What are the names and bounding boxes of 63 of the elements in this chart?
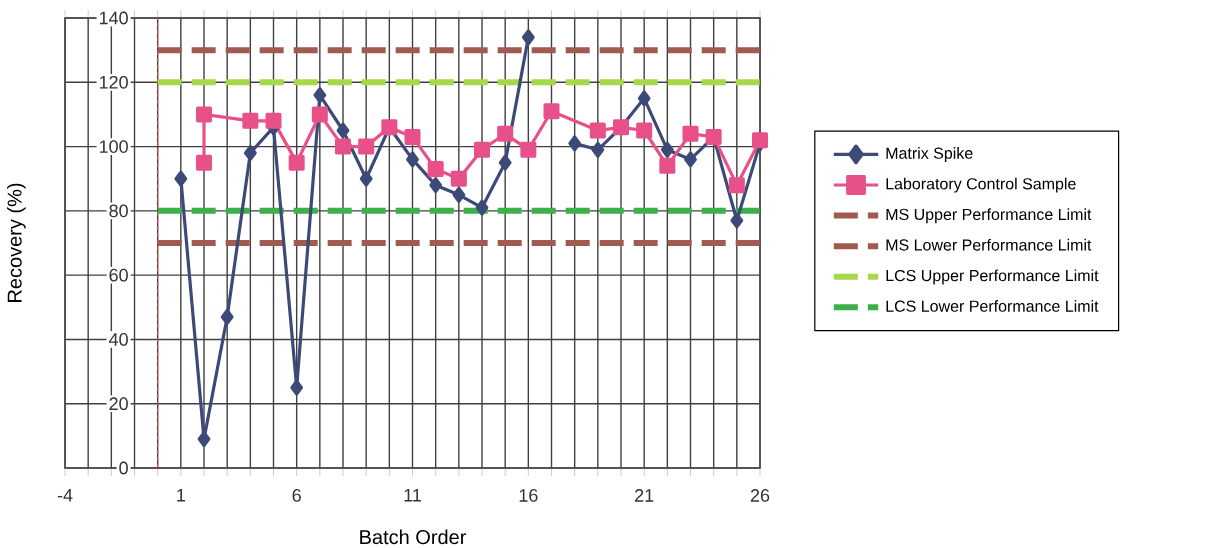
point [498, 154, 512, 171]
y-tick-label: 100 [99, 140, 128, 153]
point [290, 379, 304, 396]
y-tick-label: 40 [108, 333, 128, 346]
point [520, 141, 537, 158]
point [311, 106, 328, 123]
point [730, 212, 744, 229]
x-tick-label: -4 [57, 489, 73, 502]
x-tick-label: 16 [519, 489, 538, 502]
x-tick-label: 21 [635, 489, 654, 502]
x-axis-title: Batch Order [360, 529, 467, 545]
point [659, 157, 676, 174]
y-tick-label: 120 [99, 75, 128, 89]
point [589, 122, 606, 139]
point [682, 125, 699, 142]
point [358, 138, 375, 155]
point [636, 122, 653, 139]
legend-label: Matrix Spike [886, 147, 973, 163]
point [728, 177, 745, 194]
point [243, 145, 257, 162]
point [475, 199, 489, 216]
point [568, 135, 582, 152]
x-tick-label: 11 [404, 489, 421, 502]
point [543, 103, 560, 120]
point [427, 161, 444, 178]
point [335, 138, 352, 155]
point [404, 128, 421, 145]
y-tick-label: 80 [109, 204, 128, 218]
point [220, 308, 234, 325]
y-tick-label: 20 [109, 397, 128, 411]
legend-label: LCS Lower Performance Limit [886, 300, 1099, 312]
x-tick-label: 6 [292, 489, 301, 502]
legend-label: MS Lower Performance Limit [886, 238, 1092, 251]
point [174, 170, 188, 187]
point [265, 112, 282, 129]
point [196, 106, 213, 123]
point [288, 154, 305, 171]
point [637, 90, 651, 107]
point [197, 431, 211, 448]
y-axis-title: Recovery (%) [7, 183, 26, 302]
x-tick-label: 26 [750, 489, 770, 502]
point [359, 170, 373, 187]
point [242, 112, 259, 129]
point [336, 122, 350, 139]
point [429, 177, 443, 194]
legend-label: Laboratory Control Sample [886, 177, 1076, 193]
legend-label: MS Upper Performance Limit [886, 208, 1092, 224]
point [452, 186, 466, 203]
y-tick-label: 60 [109, 268, 128, 282]
y-tick-label: 140 [99, 11, 128, 25]
y-tick-label: 0 [119, 461, 128, 475]
point [474, 141, 491, 158]
point [591, 141, 605, 158]
point [196, 154, 213, 171]
point [406, 151, 419, 168]
point [497, 125, 514, 142]
point [450, 170, 467, 187]
point [660, 141, 674, 158]
point [521, 29, 535, 46]
point [313, 87, 327, 104]
legend-label: LCS Upper Performance Limit [886, 269, 1099, 285]
point [684, 151, 697, 168]
x-tick-label: 1 [177, 489, 185, 502]
